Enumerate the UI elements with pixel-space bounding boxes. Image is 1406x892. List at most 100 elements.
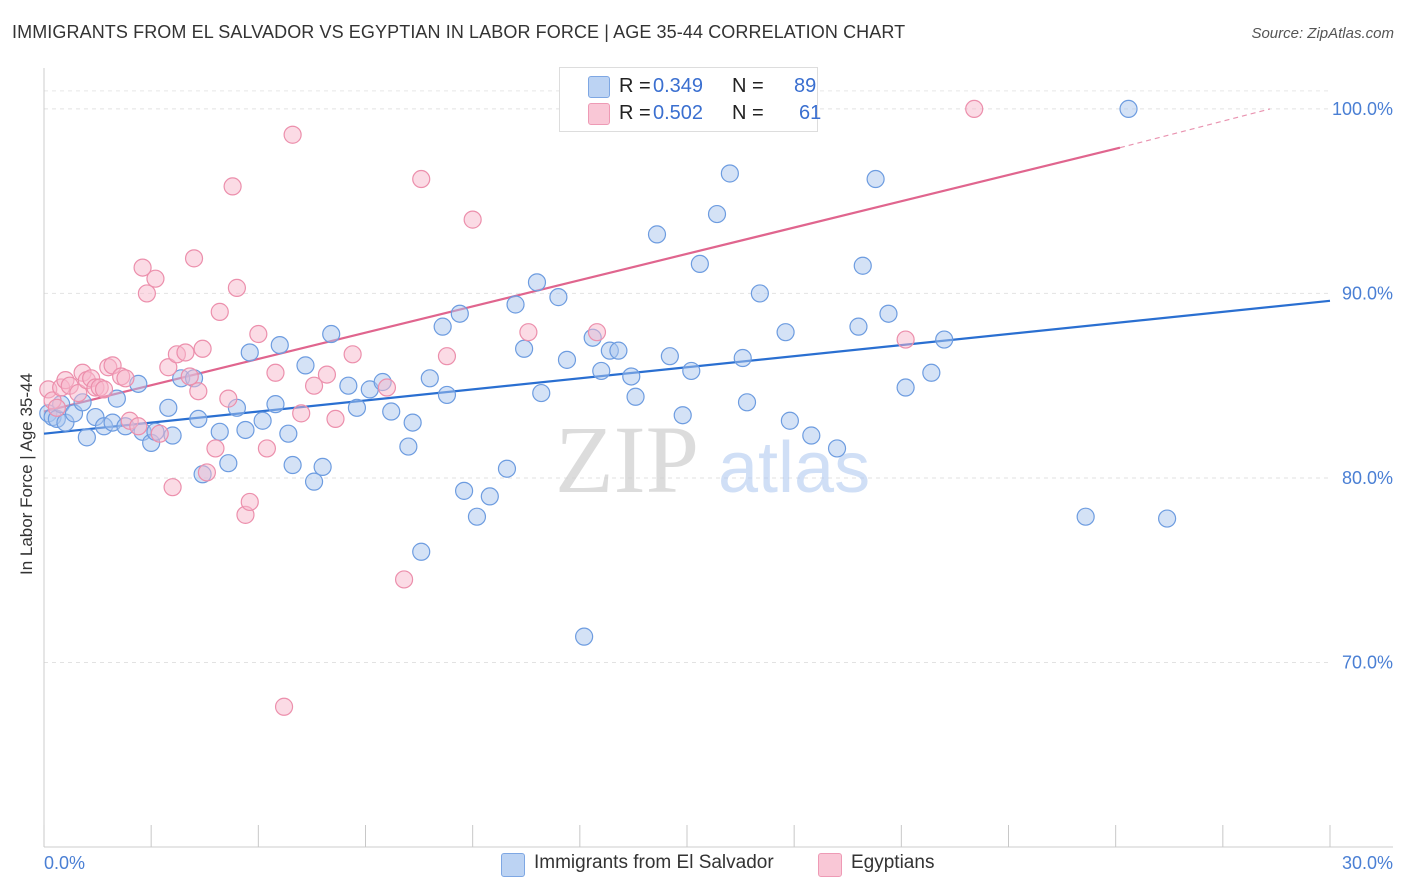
point-el-salvador (549, 288, 568, 307)
n-label: N = (732, 102, 764, 124)
point-egyptians (240, 492, 259, 512)
n-value: 61 (799, 102, 822, 124)
legend-label-egyptians: Egyptians (851, 852, 935, 873)
point-el-salvador (557, 350, 577, 369)
point-el-salvador (866, 169, 885, 189)
point-el-salvador (707, 204, 727, 224)
point-el-salvador (189, 409, 208, 429)
point-egyptians (249, 324, 268, 344)
point-el-salvador (1119, 99, 1138, 119)
point-el-salvador (420, 369, 439, 388)
point-el-salvador (532, 383, 551, 403)
point-egyptians (159, 358, 178, 377)
point-el-salvador (77, 428, 96, 447)
point-egyptians (210, 302, 229, 321)
point-el-salvador (270, 335, 289, 355)
watermark-atlas: atlas (718, 428, 870, 508)
series-egyptians (39, 99, 984, 716)
point-el-salvador (467, 507, 487, 526)
r-value: 0.502 (653, 102, 704, 124)
point-egyptians (412, 169, 431, 189)
point-el-salvador (776, 323, 795, 342)
point-egyptians (223, 177, 242, 196)
point-el-salvador (622, 367, 641, 386)
point-el-salvador (935, 330, 954, 349)
point-el-salvador (733, 348, 752, 368)
point-egyptians (587, 323, 607, 342)
point-egyptians (292, 404, 311, 423)
point-egyptians (219, 389, 238, 408)
point-el-salvador (879, 304, 898, 323)
point-egyptians (437, 347, 457, 366)
point-el-salvador (682, 361, 701, 381)
point-el-salvador (339, 376, 358, 395)
n-value: 89 (794, 75, 817, 97)
point-el-salvador (412, 542, 431, 561)
point-egyptians (519, 323, 538, 342)
point-el-salvador (626, 387, 645, 406)
point-egyptians (146, 269, 165, 288)
point-el-salvador (673, 406, 692, 425)
point-egyptians (197, 463, 216, 482)
point-egyptians (304, 376, 324, 395)
stats-legend: R = 0.349 N = 89 R = 0.502 N = 61 (559, 67, 822, 132)
point-egyptians (137, 284, 156, 303)
series-el-salvador (39, 99, 1177, 646)
point-egyptians (69, 383, 88, 403)
point-el-salvador (399, 437, 418, 456)
x-tick-label-max: 30.0% (1342, 853, 1393, 873)
point-el-salvador (253, 411, 272, 430)
point-el-salvador (922, 363, 941, 382)
point-egyptians (274, 697, 294, 716)
point-egyptians (163, 478, 182, 497)
point-egyptians (463, 210, 482, 229)
legend-swatch-egyptians (818, 853, 842, 877)
point-el-salvador (210, 422, 229, 441)
point-egyptians (394, 570, 414, 589)
point-el-salvador (575, 627, 594, 646)
point-el-salvador (592, 361, 611, 381)
point-el-salvador (279, 424, 298, 443)
point-egyptians (193, 339, 212, 358)
point-el-salvador (1158, 509, 1177, 528)
egyptians-swatch (588, 103, 610, 125)
point-egyptians (343, 345, 362, 364)
legend-swatch-el-salvador (501, 853, 525, 877)
el-salvador-swatch (588, 76, 610, 98)
point-egyptians (206, 439, 225, 458)
point-el-salvador (454, 481, 474, 500)
y-tick-label: 100.0% (1332, 99, 1393, 119)
chart-title: IMMIGRANTS FROM EL SALVADOR VS EGYPTIAN … (12, 22, 906, 42)
watermark-zip: ZIP (555, 406, 699, 513)
point-egyptians (317, 365, 337, 384)
point-egyptians (266, 363, 285, 382)
point-egyptians (184, 249, 204, 268)
point-egyptians (129, 417, 148, 436)
point-egyptians (189, 382, 208, 401)
point-egyptians (896, 330, 915, 349)
point-egyptians (965, 99, 984, 119)
point-el-salvador (240, 343, 259, 362)
point-el-salvador (304, 472, 324, 491)
y-axis-label-wrap: In Labor Force | Age 35-44 (17, 373, 41, 815)
point-el-salvador (737, 393, 757, 412)
point-el-salvador (527, 273, 547, 292)
point-el-salvador (382, 402, 401, 421)
y-axis-label: In Labor Force | Age 35-44 (17, 373, 36, 575)
point-egyptians (326, 409, 345, 429)
point-egyptians (257, 439, 277, 458)
point-el-salvador (896, 378, 915, 397)
point-el-salvador (827, 439, 847, 458)
trend-lines (43, 108, 1331, 435)
point-el-salvador (515, 339, 534, 358)
point-el-salvador (433, 317, 452, 336)
point-el-salvador (690, 254, 709, 274)
point-el-salvador (450, 304, 469, 323)
watermark: ZIP atlas (555, 406, 870, 513)
n-label: N = (732, 75, 764, 97)
point-el-salvador (660, 347, 679, 366)
y-tick-label: 80.0% (1342, 468, 1393, 488)
point-el-salvador (159, 398, 178, 417)
x-tick-label-min: 0.0% (44, 853, 85, 873)
legend-label-el-salvador: Immigrants from El Salvador (534, 852, 774, 873)
